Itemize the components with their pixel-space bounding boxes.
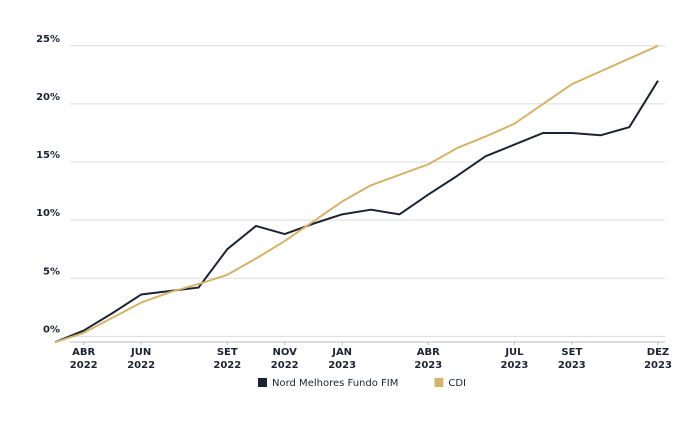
- x-tick-label: 2022: [70, 360, 98, 371]
- x-tick-label: 2023: [328, 360, 356, 371]
- x-tick-label: NOV: [273, 347, 298, 358]
- y-tick-label: 25%: [36, 34, 60, 45]
- y-tick-label: 0%: [43, 324, 60, 335]
- x-tick-label: SET: [561, 347, 582, 358]
- x-tick-label: JAN: [331, 347, 352, 358]
- series-line: [54, 44, 659, 344]
- y-tick-label: 10%: [36, 208, 60, 219]
- x-tick-label: 2023: [644, 360, 672, 371]
- legend-swatch: [258, 378, 267, 387]
- legend-label: Nord Melhores Fundo FIM: [272, 378, 398, 389]
- x-tick-label: SET: [217, 347, 238, 358]
- x-tick-label: DEZ: [647, 347, 669, 358]
- x-tick-label: 2022: [127, 360, 155, 371]
- x-tick-label: JUN: [130, 347, 151, 358]
- x-tick-label: 2022: [271, 360, 299, 371]
- y-tick-label: 5%: [43, 266, 60, 277]
- legend-label: CDI: [448, 378, 466, 389]
- x-tick-label: 2023: [558, 360, 586, 371]
- x-tick-label: JUL: [504, 347, 524, 358]
- x-tick-label: ABR: [417, 347, 440, 358]
- x-tick-label: 2023: [414, 360, 442, 371]
- x-tick-label: 2022: [213, 360, 241, 371]
- y-tick-label: 15%: [36, 150, 60, 161]
- y-tick-label: 20%: [36, 92, 60, 103]
- series-line: [54, 80, 659, 344]
- x-tick-label: 2023: [501, 360, 529, 371]
- legend: Nord Melhores Fundo FIM CDI: [258, 378, 466, 389]
- legend-swatch: [434, 378, 444, 387]
- x-tick-label: ABR: [72, 347, 95, 358]
